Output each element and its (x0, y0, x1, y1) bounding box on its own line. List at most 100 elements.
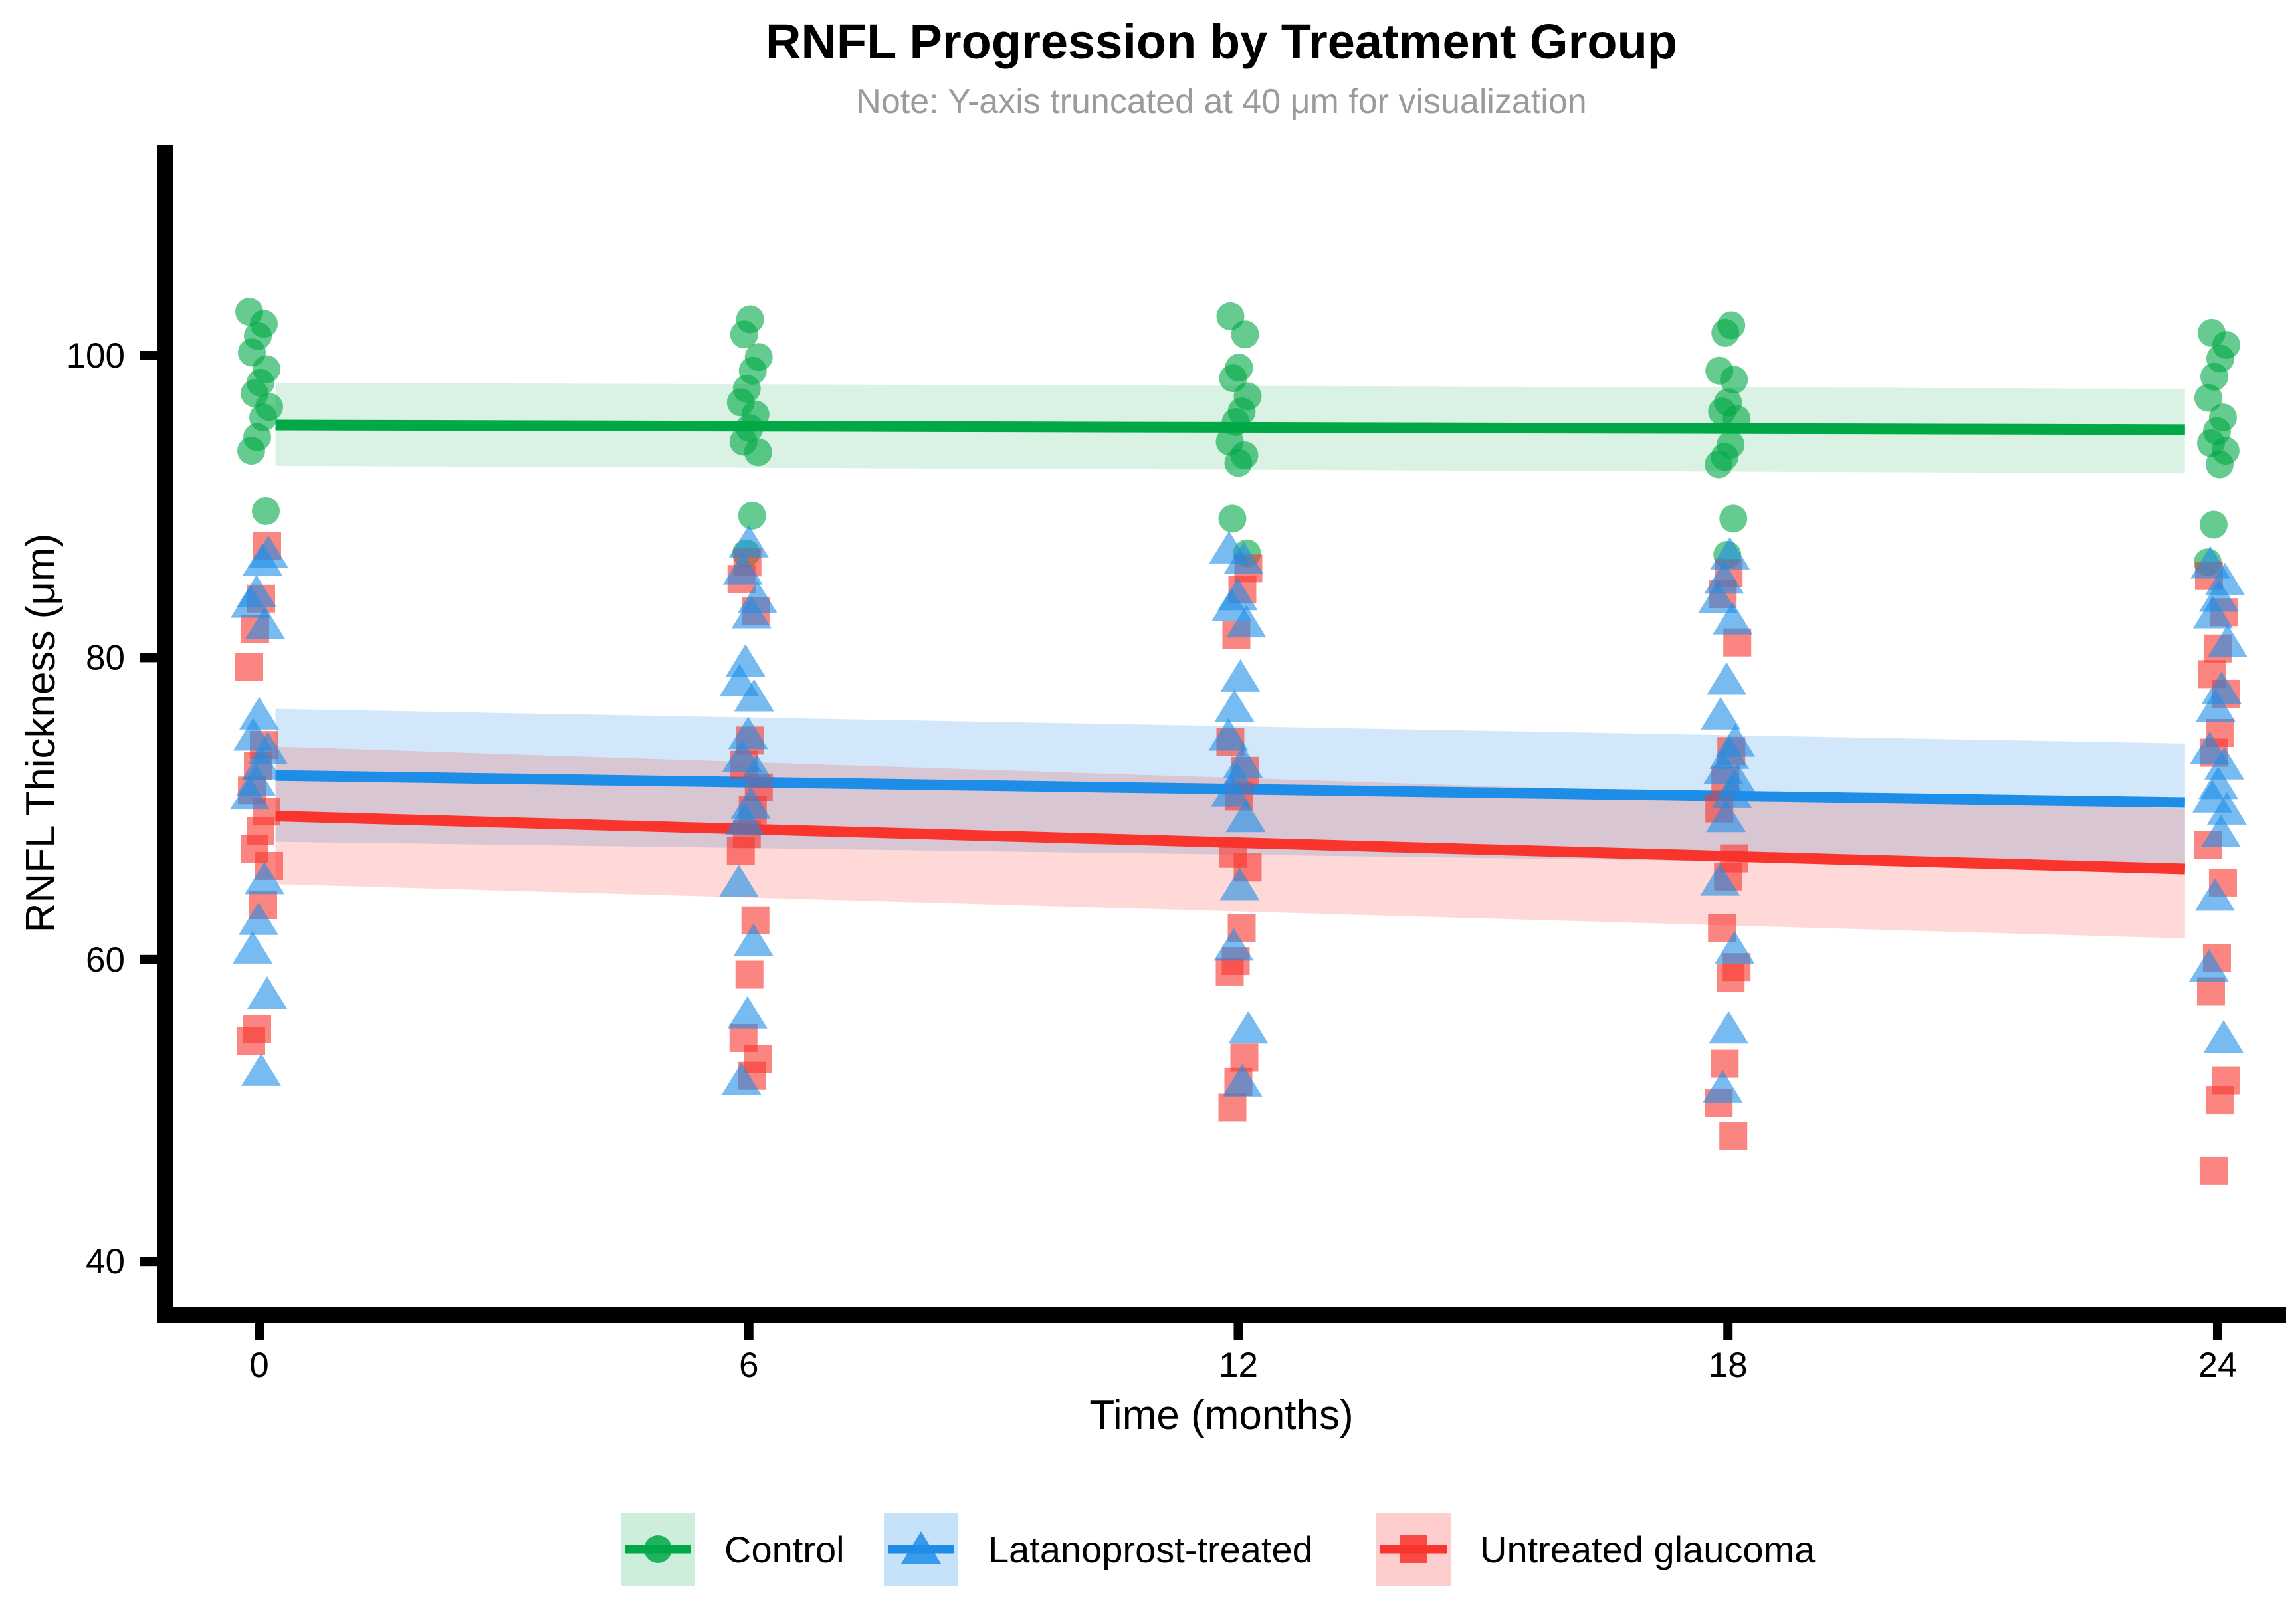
legend-entry-latanoprost-treated: Latanoprost-treated (884, 1513, 1313, 1586)
data-point (1719, 1122, 1748, 1150)
legend: Control Latanoprost-treated Untreated glau… (621, 1513, 1816, 1586)
y-axis-line (157, 145, 173, 1323)
data-point (735, 960, 764, 989)
plot-subtitle: Note: Y-axis truncated at 40 μm for visu… (856, 82, 1586, 121)
data-points (230, 298, 2247, 1185)
data-point (721, 1062, 762, 1095)
x-tick-mark (2212, 1323, 2222, 1340)
data-point (1710, 536, 1750, 570)
data-point (728, 716, 768, 750)
data-point (239, 696, 279, 730)
data-point (245, 606, 285, 639)
data-point (744, 438, 772, 467)
data-point (1223, 541, 1264, 574)
data-point (231, 585, 270, 618)
data-point (1213, 928, 1254, 961)
data-point (2194, 383, 2222, 412)
legend-entry-untreated-glaucoma: Untreated glaucoma (1376, 1513, 1816, 1586)
data-point (1706, 800, 1746, 833)
data-point (1218, 504, 1247, 533)
series-points-control (235, 298, 2240, 577)
y-tick-mark (140, 1257, 157, 1267)
data-point (1712, 775, 1752, 808)
data-point (237, 437, 265, 465)
data-point (1225, 800, 1266, 833)
tick-labels: 40 60 80 100 0 6 12 18 24 (66, 336, 2238, 1385)
data-point (728, 524, 769, 558)
data-point (237, 1027, 265, 1055)
x-tick-mark (255, 1323, 264, 1340)
legend-label-untreated-glaucoma: Untreated glaucoma (1480, 1529, 1816, 1570)
data-point (724, 802, 765, 835)
legend-label-latanoprost-treated: Latanoprost-treated (988, 1529, 1313, 1570)
y-tick-label: 40 (86, 1242, 125, 1281)
data-point (2207, 624, 2247, 657)
data-point (247, 976, 287, 1010)
data-point (1220, 659, 1261, 692)
data-point (245, 861, 284, 895)
data-point (1711, 318, 1740, 347)
data-point (1707, 662, 1747, 695)
data-point (2206, 792, 2247, 825)
data-point (1709, 1011, 1749, 1044)
data-point (1215, 957, 1244, 986)
data-point (734, 679, 774, 712)
data-point (1219, 867, 1260, 901)
x-tick-mark (1723, 1323, 1733, 1340)
legend-entry-control: Control (621, 1513, 845, 1586)
data-point (1231, 320, 1259, 349)
data-point (736, 754, 777, 788)
data-point (727, 996, 768, 1029)
data-point (738, 501, 766, 530)
data-point (1214, 689, 1255, 722)
data-point (1700, 863, 1740, 896)
data-point (1720, 366, 1748, 394)
data-point (2203, 1019, 2244, 1053)
data-point (1230, 1043, 1259, 1072)
data-point (1701, 696, 1741, 730)
data-point (1211, 774, 1251, 807)
x-tick-label: 12 (1219, 1346, 1258, 1385)
data-point (241, 1053, 281, 1086)
data-point (1698, 580, 1738, 613)
y-axis-label: RNFL Thickness (μm) (18, 534, 64, 933)
data-point (1224, 449, 1253, 477)
data-point (2192, 595, 2233, 629)
x-tick-mark (1233, 1323, 1243, 1340)
plot-title: RNFL Progression by Treatment Group (766, 14, 1677, 69)
data-point (239, 902, 278, 935)
data-point (1208, 718, 1249, 751)
data-point (901, 1531, 941, 1564)
data-point (233, 930, 272, 964)
data-point (731, 595, 772, 629)
data-point (725, 644, 766, 677)
data-point (1713, 601, 1753, 635)
x-tick-mark (744, 1323, 754, 1340)
data-point (1705, 450, 1733, 479)
data-point (1719, 504, 1748, 533)
legend-label-control: Control (724, 1529, 845, 1570)
data-point (2194, 878, 2235, 911)
x-tick-label: 24 (2198, 1346, 2237, 1385)
y-tick-label: 60 (86, 940, 125, 980)
data-point (2200, 814, 2241, 847)
y-tick-mark (140, 653, 157, 663)
x-axis-label: Time (months) (1089, 1392, 1353, 1438)
data-point (243, 542, 282, 576)
data-point (1715, 930, 1755, 964)
data-point (1226, 605, 1267, 638)
data-point (644, 1535, 672, 1563)
data-point (2204, 746, 2244, 780)
data-point (1711, 1049, 1739, 1078)
data-point (2188, 949, 2229, 982)
data-point (2199, 510, 2228, 539)
data-point (252, 497, 280, 526)
data-point (1222, 1063, 1263, 1097)
series-points-latanoprost-treated (230, 524, 2247, 1103)
data-point (2201, 671, 2242, 704)
data-point (1400, 1535, 1427, 1563)
axes (140, 145, 2286, 1340)
y-tick-label: 80 (86, 638, 125, 677)
data-point (1228, 1011, 1269, 1044)
